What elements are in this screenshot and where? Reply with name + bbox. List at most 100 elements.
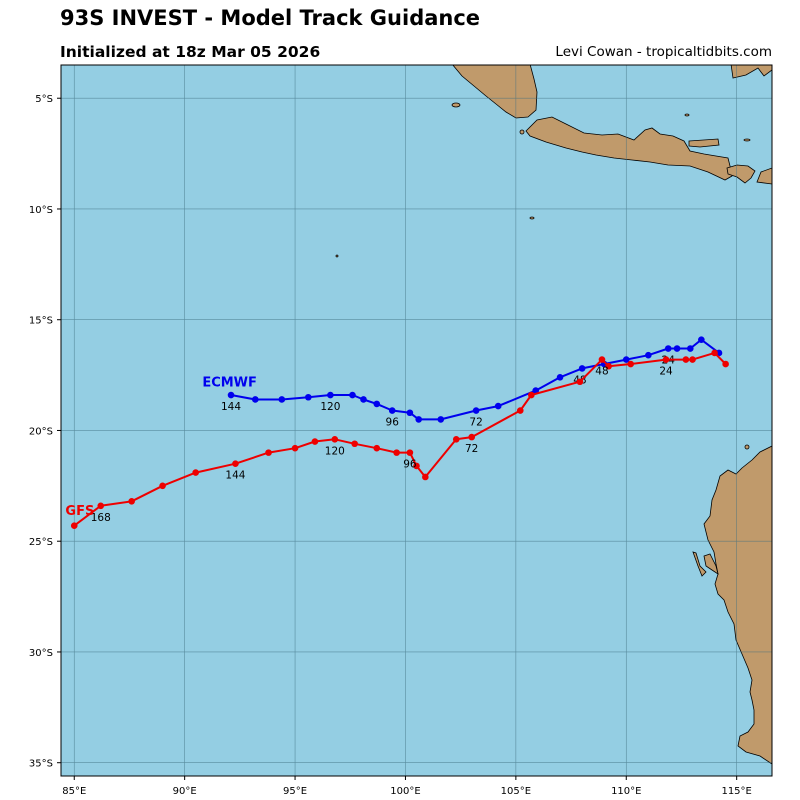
track-point-gfs <box>422 473 429 481</box>
track-point-gfs <box>452 436 460 443</box>
track-ecmwf: 24 48 72 96 120 144 ECMWF <box>202 336 723 429</box>
map-title: 93S INVEST - Model Track Guidance <box>60 6 481 30</box>
axis-ticks: 85°E 90°E 95°E 100°E 105°E 110°E 115°E 5°S 10°S 1… <box>29 94 752 797</box>
track-point-ecmwf <box>360 396 367 403</box>
lat-lon-grid <box>61 65 772 776</box>
land-australia <box>703 445 772 765</box>
track-point-gfs <box>468 433 476 441</box>
track-point-ecmwf <box>227 391 235 399</box>
y-tick-label: 10°S <box>29 205 53 216</box>
track-point-gfs <box>406 449 414 456</box>
track-point-gfs <box>373 444 381 452</box>
init-time-subtitle: Initialized at 18z Mar 05 2026 <box>60 43 321 61</box>
forecast-hour-label-ecmwf: 96 <box>386 417 400 429</box>
track-point-ecmwf <box>556 374 564 381</box>
track-point-ecmwf <box>472 407 480 414</box>
track-point-gfs <box>722 360 729 368</box>
track-point-gfs <box>291 444 299 452</box>
track-point-gfs <box>232 460 239 467</box>
forecast-hour-label-gfs: 120 <box>325 445 345 457</box>
track-point-gfs <box>128 498 135 505</box>
land-bali <box>688 138 720 148</box>
track-point-gfs <box>528 391 535 399</box>
track-point-ecmwf <box>664 345 672 352</box>
island-4 <box>684 113 690 117</box>
y-tick-label: 35°S <box>29 759 53 770</box>
forecast-hour-label-gfs: 168 <box>91 512 111 524</box>
map-frame <box>60 64 773 777</box>
track-point-gfs <box>598 356 606 363</box>
model-label-gfs: GFS <box>65 504 94 519</box>
track-point-gfs <box>265 449 272 456</box>
track-point-gfs <box>97 502 105 510</box>
track-point-ecmwf <box>415 416 423 423</box>
track-point-ecmwf <box>305 393 312 401</box>
credit-text: Levi Cowan - tropicaltidbits.com <box>555 44 772 60</box>
forecast-hour-label-gfs: 96 <box>403 459 417 471</box>
land-peron <box>703 553 719 575</box>
island-enggano <box>451 102 461 108</box>
island-6 <box>744 444 750 450</box>
x-tick-label: 85°E <box>62 786 86 797</box>
track-point-gfs <box>516 407 524 414</box>
track-point-gfs <box>70 522 78 530</box>
track-point-gfs <box>689 356 696 363</box>
forecast-hour-label-gfs: 72 <box>465 443 478 455</box>
y-tick-label: 25°S <box>29 537 53 548</box>
x-tick-label: 100°E <box>390 786 420 797</box>
track-point-ecmwf <box>349 391 356 399</box>
track-point-gfs <box>627 360 634 368</box>
track-point-gfs <box>711 349 718 357</box>
track-point-gfs <box>351 440 358 448</box>
track-point-ecmwf <box>673 345 681 352</box>
track-point-gfs <box>393 449 400 456</box>
forecast-hour-label-gfs: 48 <box>595 366 608 378</box>
track-point-ecmwf <box>687 345 694 352</box>
track-point-ecmwf <box>698 336 705 343</box>
track-point-gfs <box>662 356 670 363</box>
y-tick-label: 30°S <box>29 648 53 659</box>
track-point-ecmwf <box>645 351 652 359</box>
track-point-ecmwf <box>252 396 259 403</box>
land-lombok <box>726 164 756 184</box>
track-point-gfs <box>605 362 612 370</box>
track-point-gfs <box>311 438 319 445</box>
track-point-ecmwf <box>437 416 445 423</box>
track-point-ecmwf <box>388 407 396 414</box>
island-3 <box>335 254 339 258</box>
track-point-ecmwf <box>532 387 540 394</box>
track-point-ecmwf <box>278 396 286 403</box>
track-point-gfs <box>159 482 166 490</box>
forecast-hour-label-ecmwf: 120 <box>320 401 340 413</box>
track-point-gfs <box>682 356 690 363</box>
forecast-hour-label-gfs: 24 <box>659 366 673 378</box>
track-point-ecmwf <box>406 409 414 417</box>
island-1 <box>519 129 525 135</box>
x-tick-label: 115°E <box>721 786 751 797</box>
forecast-hour-label-ecmwf: 72 <box>469 417 482 429</box>
island-2 <box>529 216 535 220</box>
island-5 <box>743 138 751 142</box>
track-point-gfs <box>192 469 199 476</box>
x-tick-label: 90°E <box>173 786 197 797</box>
forecast-hour-label-ecmwf: 144 <box>221 401 241 413</box>
y-tick-label: 5°S <box>35 94 53 105</box>
model-label-ecmwf: ECMWF <box>202 376 257 391</box>
land-java <box>525 116 733 181</box>
y-tick-label: 20°S <box>29 426 53 437</box>
land-dirk-hartog <box>692 551 707 577</box>
track-point-ecmwf <box>327 391 334 399</box>
track-point-ecmwf <box>494 402 502 410</box>
land-sumbawa <box>756 167 772 185</box>
land-borneo-edge <box>730 65 772 79</box>
x-tick-label: 110°E <box>611 786 641 797</box>
forecast-hour-label-gfs: 144 <box>225 470 245 482</box>
y-tick-label: 15°S <box>29 316 53 327</box>
track-point-gfs <box>576 378 584 386</box>
track-point-ecmwf <box>578 365 586 372</box>
track-point-gfs <box>413 462 420 470</box>
x-tick-label: 105°E <box>501 786 531 797</box>
